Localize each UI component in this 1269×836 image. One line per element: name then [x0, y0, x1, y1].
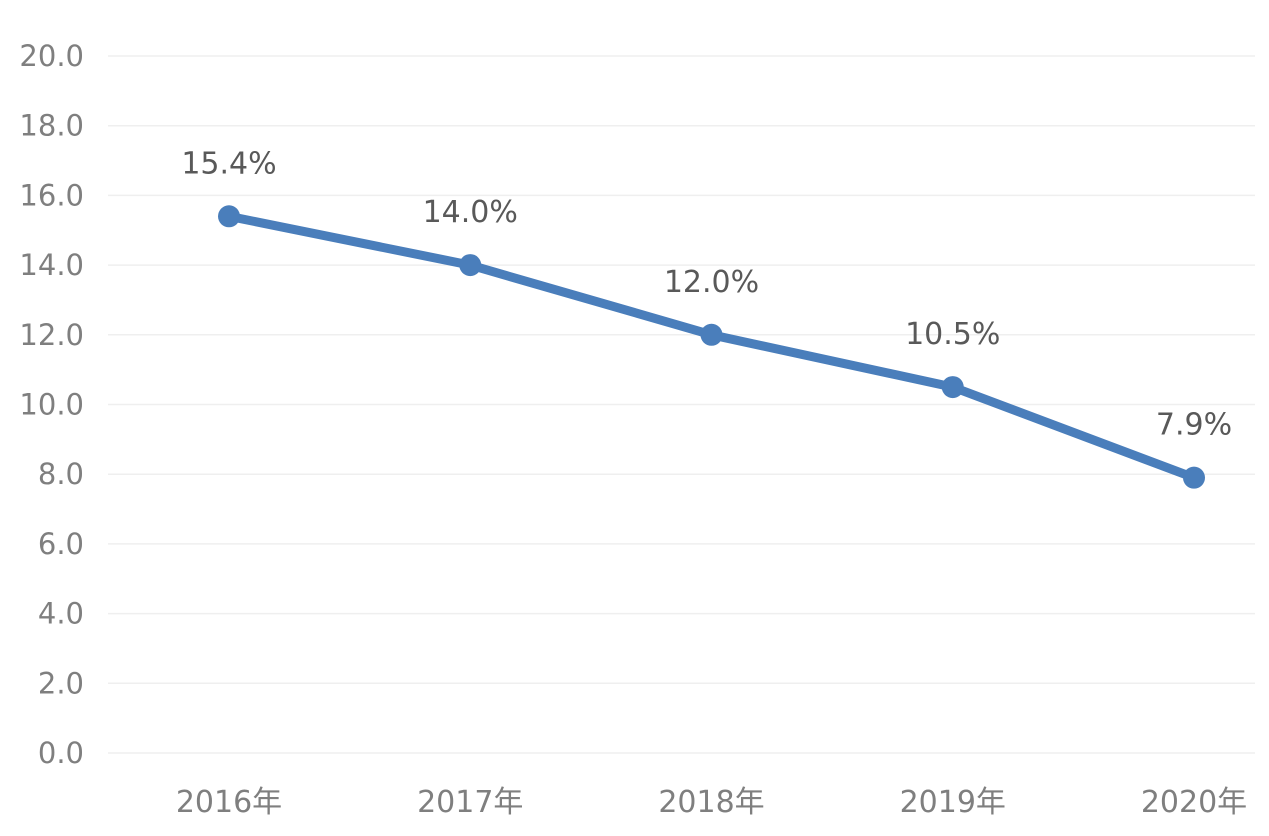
data-point — [459, 254, 482, 277]
data-point — [941, 376, 964, 399]
y-tick-label: 4.0 — [38, 597, 84, 631]
y-tick-label: 10.0 — [19, 388, 84, 422]
x-axis: 2016年 2017年 2018年 2019年 2020年 — [176, 785, 1247, 820]
data-point — [700, 323, 723, 346]
y-tick-label: 16.0 — [19, 178, 84, 212]
data-label: 12.0% — [664, 265, 759, 300]
y-tick-label: 12.0 — [19, 318, 84, 352]
data-label: 14.0% — [423, 195, 518, 230]
series-line — [224, 211, 1199, 483]
data-label: 10.5% — [905, 317, 1000, 352]
y-axis: 0.0 2.0 4.0 6.0 8.0 10.0 12.0 14.0 16.0 18.0 20.0 — [19, 39, 84, 770]
x-tick-label: 2020年 — [1141, 785, 1247, 820]
x-tick-label: 2019年 — [900, 785, 1006, 820]
y-tick-label: 6.0 — [38, 527, 84, 561]
data-point — [1183, 466, 1205, 489]
x-tick-label: 2016年 — [176, 785, 282, 820]
x-tick-label: 2018年 — [658, 785, 764, 820]
y-tick-label: 18.0 — [19, 109, 84, 143]
data-label: 15.4% — [181, 146, 276, 181]
x-tick-label: 2017年 — [417, 785, 523, 820]
y-tick-label: 2.0 — [38, 666, 84, 700]
series-layer — [218, 205, 1205, 489]
data-point — [218, 205, 240, 228]
data-label: 7.9% — [1156, 408, 1232, 443]
gridlines — [108, 55, 1255, 754]
y-tick-label: 8.0 — [38, 457, 84, 491]
y-tick-label: 20.0 — [19, 39, 84, 73]
data-labels: 15.4% 14.0% 12.0% 10.5% 7.9% — [181, 146, 1232, 442]
y-tick-label: 14.0 — [19, 248, 84, 282]
y-tick-label: 0.0 — [38, 736, 84, 770]
